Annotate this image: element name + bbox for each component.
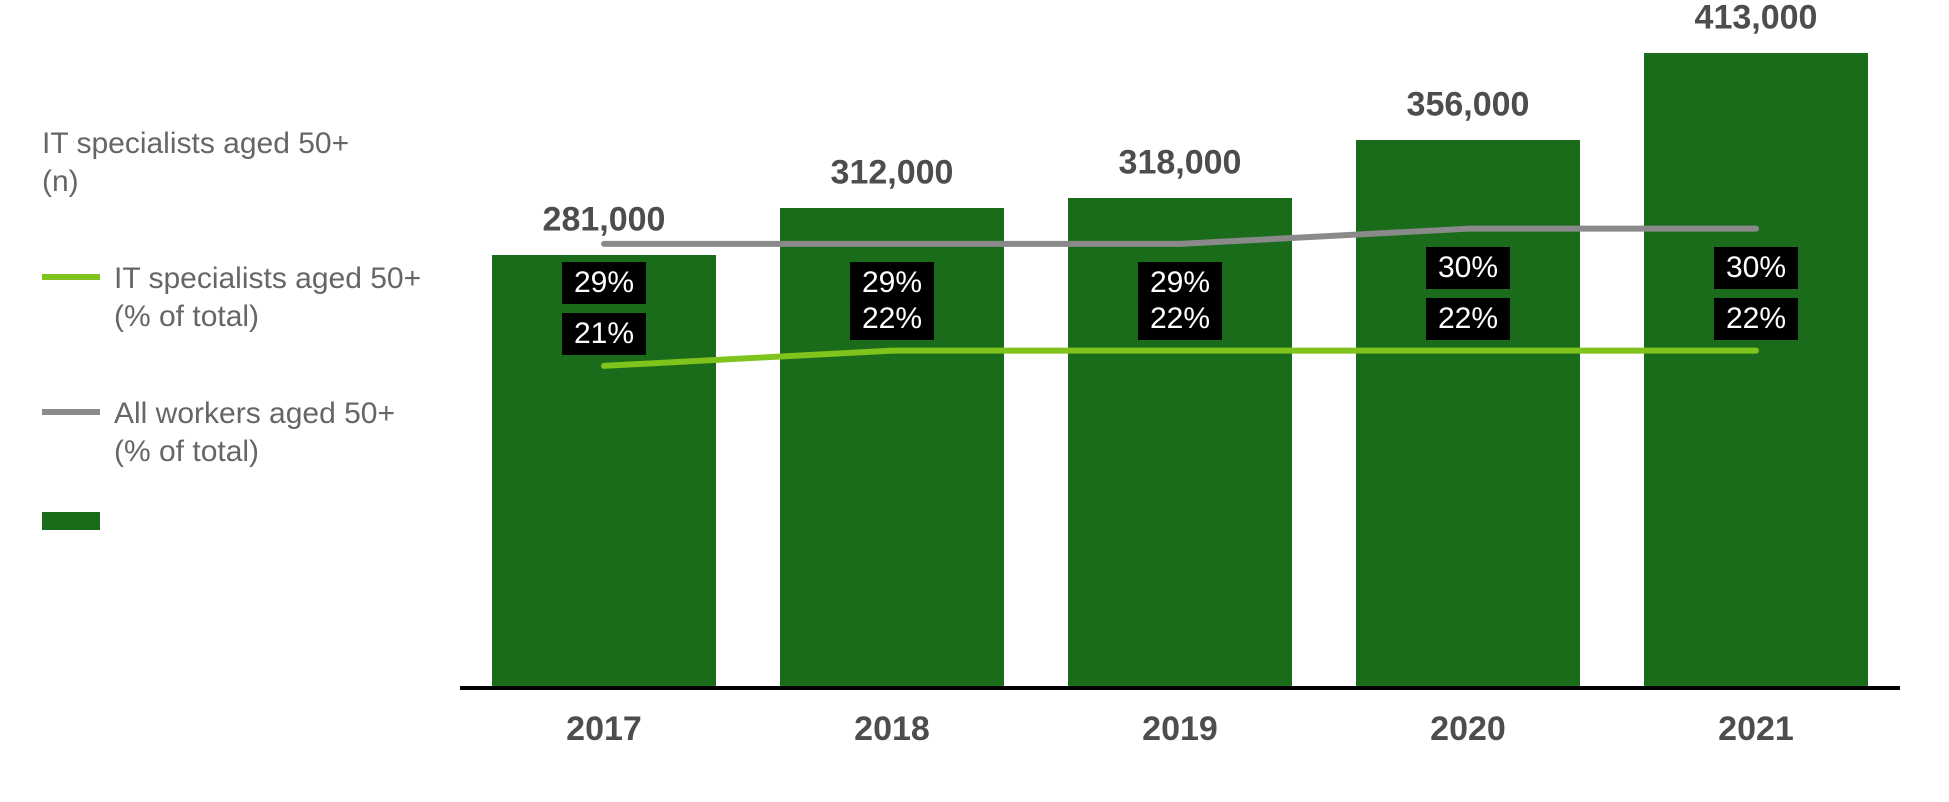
- legend-swatch-line-grey: [42, 409, 100, 415]
- pct-label-green: 21%: [562, 313, 646, 355]
- x-tick-label: 2020: [1430, 710, 1506, 749]
- x-tick-label: 2019: [1142, 710, 1218, 749]
- x-tick-label: 2017: [566, 710, 642, 749]
- legend-item-line-grey: All workers aged 50+ (% of total): [42, 395, 442, 470]
- pct-label-grey: 29%: [562, 262, 646, 304]
- x-axis: 2017 2018 2019 2020 2021: [460, 700, 1900, 760]
- x-tick-label: 2018: [854, 710, 930, 749]
- legend-label-bar: IT specialists aged 50+ (n): [42, 125, 352, 200]
- pct-label-green: 22%: [1138, 298, 1222, 340]
- line: [604, 351, 1756, 366]
- legend-label-line-grey: All workers aged 50+ (% of total): [114, 395, 424, 470]
- legend-swatch-line-green: [42, 274, 100, 280]
- legend-item-bar: IT specialists aged 50+ (n): [42, 125, 442, 200]
- pct-label-green: 22%: [1714, 298, 1798, 340]
- legend-item-line-green: IT specialists aged 50+ (% of total): [42, 260, 442, 335]
- line: [604, 229, 1756, 244]
- legend: IT specialists aged 50+ (n) IT specialis…: [42, 125, 442, 530]
- legend-label-line-green: IT specialists aged 50+ (% of total): [114, 260, 424, 335]
- pct-label-green: 22%: [1426, 298, 1510, 340]
- plot-area: 281,000312,000318,000356,000413,000 29%2…: [460, 0, 1900, 690]
- x-tick-label: 2021: [1718, 710, 1794, 749]
- legend-swatch-bar: [42, 512, 100, 530]
- chart-container: IT specialists aged 50+ (n) IT specialis…: [0, 0, 1949, 802]
- pct-label-green: 22%: [850, 298, 934, 340]
- pct-label-grey: 30%: [1714, 247, 1798, 289]
- pct-label-grey: 30%: [1426, 247, 1510, 289]
- lines-layer: [460, 0, 1900, 686]
